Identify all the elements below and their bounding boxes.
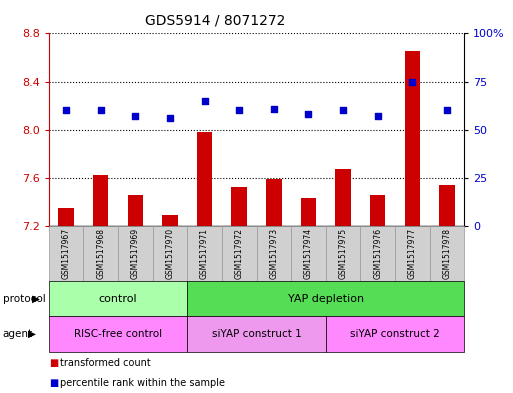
- Bar: [370, 195, 385, 226]
- Text: ▶: ▶: [32, 294, 40, 304]
- Text: GSM1517968: GSM1517968: [96, 228, 105, 279]
- Text: GSM1517969: GSM1517969: [131, 228, 140, 279]
- Point: [166, 115, 174, 121]
- Bar: [336, 169, 351, 226]
- Text: RISC-free control: RISC-free control: [74, 329, 162, 339]
- Bar: [128, 195, 143, 226]
- Text: protocol: protocol: [3, 294, 45, 304]
- Text: GSM1517976: GSM1517976: [373, 228, 382, 279]
- Point: [270, 105, 278, 112]
- Bar: [162, 215, 177, 226]
- Text: GSM1517970: GSM1517970: [165, 228, 174, 279]
- Point: [131, 113, 140, 119]
- Bar: [93, 175, 108, 226]
- Bar: [266, 179, 282, 226]
- Bar: [58, 208, 74, 226]
- Point: [304, 111, 312, 118]
- Bar: [231, 187, 247, 226]
- Text: GSM1517978: GSM1517978: [442, 228, 451, 279]
- Point: [408, 79, 417, 85]
- Bar: [301, 198, 316, 226]
- Text: control: control: [98, 294, 137, 304]
- Text: agent: agent: [3, 329, 33, 339]
- Text: GSM1517972: GSM1517972: [234, 228, 244, 279]
- Text: GDS5914 / 8071272: GDS5914 / 8071272: [145, 14, 286, 28]
- Point: [201, 98, 209, 104]
- Text: siYAP construct 1: siYAP construct 1: [212, 329, 301, 339]
- Point: [443, 107, 451, 114]
- Point: [96, 107, 105, 114]
- Text: ▶: ▶: [28, 329, 36, 339]
- Bar: [439, 185, 455, 226]
- Text: ■: ■: [49, 378, 58, 388]
- Text: GSM1517967: GSM1517967: [62, 228, 71, 279]
- Point: [339, 107, 347, 114]
- Text: GSM1517975: GSM1517975: [339, 228, 348, 279]
- Bar: [405, 51, 420, 226]
- Text: GSM1517973: GSM1517973: [269, 228, 279, 279]
- Text: ■: ■: [49, 358, 58, 367]
- Text: GSM1517977: GSM1517977: [408, 228, 417, 279]
- Text: percentile rank within the sample: percentile rank within the sample: [60, 378, 225, 388]
- Bar: [197, 132, 212, 226]
- Point: [62, 107, 70, 114]
- Text: GSM1517974: GSM1517974: [304, 228, 313, 279]
- Text: GSM1517971: GSM1517971: [200, 228, 209, 279]
- Point: [373, 113, 382, 119]
- Text: transformed count: transformed count: [60, 358, 151, 367]
- Text: siYAP construct 2: siYAP construct 2: [350, 329, 440, 339]
- Text: YAP depletion: YAP depletion: [288, 294, 364, 304]
- Point: [235, 107, 243, 114]
